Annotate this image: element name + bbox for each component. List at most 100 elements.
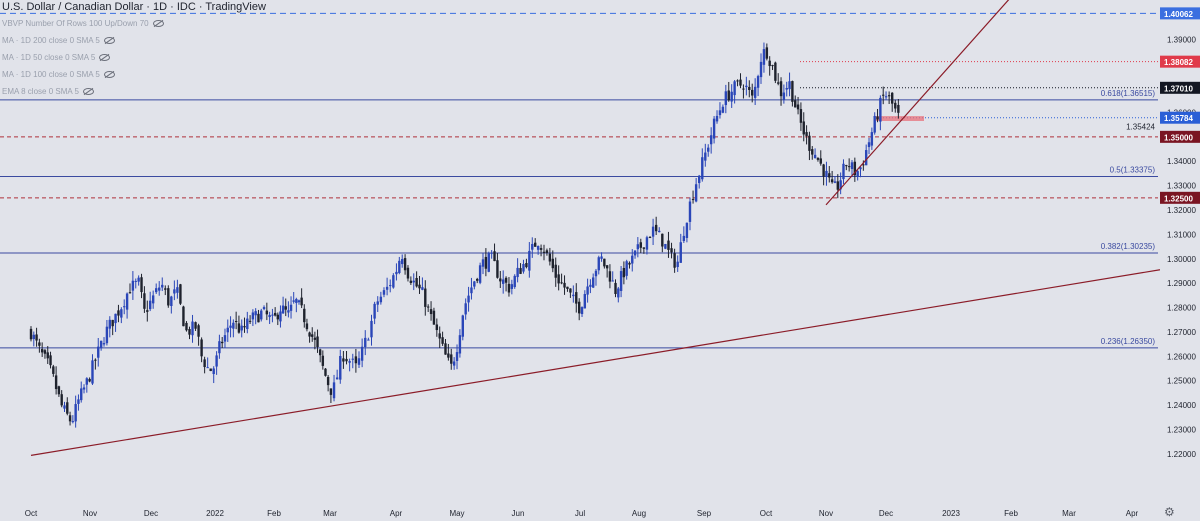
indicator-vbvp[interactable]: VBVP Number Of Rows 100 Up/Down 70 [2,15,266,32]
candle-body [577,301,581,314]
candle-body [779,81,783,97]
candle-body [589,284,592,287]
candle-body [409,280,413,283]
candle-body [452,361,456,366]
candle-body [68,415,72,422]
y-tick-label: 1.32000 [1167,206,1196,215]
x-tick-label: Apr [1125,509,1139,518]
indicator-ma-50[interactable]: MA · 1D 50 close 0 SMA 5 [2,49,266,66]
candle-body [105,326,109,344]
candle-body [628,262,631,265]
candle-body [335,377,339,380]
candle-body [636,244,640,250]
candle-body [279,311,282,322]
candle-body [873,115,876,133]
x-tick-label: Feb [267,509,281,518]
candle-body [894,102,897,109]
fib-label: 0.236(1.26350) [1101,337,1156,346]
candle-body [645,237,649,250]
candle-body [223,335,227,342]
candles [29,42,900,428]
y-tick-label: 1.28000 [1167,304,1196,313]
candle-body [200,339,203,357]
fib-label: 0.618(1.36515) [1101,89,1156,98]
candle-body [91,360,94,384]
indicator-ema-8[interactable]: EMA 8 close 0 SMA 5 [2,83,266,100]
candle-body [140,277,143,293]
eye-off-icon[interactable] [99,54,111,61]
candle-body [218,341,221,354]
candle-body [867,142,871,148]
candle-body [811,149,814,155]
candle-body [197,325,200,337]
candle-body [345,358,348,362]
candle-body [501,279,505,284]
candle-body [794,100,797,108]
candle-body [822,164,825,177]
candle-body [154,288,158,293]
candle-body [631,255,634,264]
candle-body [360,346,364,361]
candle-body [525,263,528,268]
candle-body [321,355,325,366]
time-axis[interactable]: Oct Nov Dec 2022 Feb Mar Apr May Jun Jul Aug Sep Oct… [0,503,1160,521]
indicator-ma-200[interactable]: MA · 1D 200 close 0 SMA 5 [2,32,266,49]
candle-body [444,343,447,355]
candle-body [830,179,834,183]
candle-body [102,343,106,345]
candle-body [421,287,424,290]
candle-body [879,97,882,122]
candle-body [191,321,194,336]
candle-body [715,115,719,122]
candle-body [718,110,722,116]
candle-body [412,280,415,283]
candle-body [303,308,306,323]
candle-body [542,251,546,253]
trendline [30,269,1161,456]
candle-body [862,164,865,166]
price-tag [1160,191,1200,204]
candle-body [751,89,754,96]
candle-body [289,304,293,311]
candle-body [97,346,100,358]
candle-body [88,378,91,382]
candle-body [170,296,173,307]
price-tag [1160,55,1200,68]
eye-off-icon[interactable] [103,37,115,44]
candle-body [74,404,77,422]
candle-body [566,286,569,289]
indicator-ma-100[interactable]: MA · 1D 100 close 0 SMA 5 [2,66,266,83]
candle-body [46,352,49,359]
candle-body [332,382,336,399]
candle-body [876,116,879,120]
candle-body [212,368,215,375]
candle-body [455,352,459,361]
chart-title: U.S. Dollar / Canadian Dollar · 1D · IDC… [2,1,266,13]
x-tick-label: Dec [143,509,159,518]
candle-body [370,320,373,338]
candle-body [406,267,410,279]
candle-body [685,222,689,238]
candle-body [753,86,757,98]
candle-body [813,154,817,159]
candle-body [243,326,246,328]
candle-body [94,359,97,361]
candle-body [617,288,620,298]
candle-body [785,87,788,90]
candle-body [262,307,266,310]
eye-off-icon[interactable] [103,71,115,78]
gear-icon[interactable]: ⚙ [1164,505,1175,519]
candle-body [704,152,707,161]
eye-off-icon[interactable] [152,20,164,27]
candle-body [351,358,354,360]
candle-body [648,237,652,239]
candle-body [759,61,763,78]
candle-body [60,394,63,406]
eye-off-icon[interactable] [82,88,94,95]
candle-body [188,329,191,335]
candle-body [633,250,637,256]
candle-body [490,252,493,254]
price-label: 1.35424 [1126,122,1155,131]
